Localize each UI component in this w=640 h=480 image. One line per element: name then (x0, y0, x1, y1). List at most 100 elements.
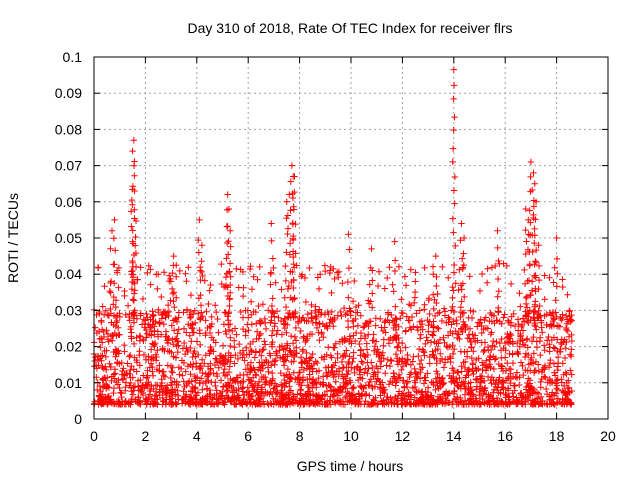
data-point (394, 355, 401, 362)
data-point (350, 332, 357, 339)
data-point (465, 380, 472, 387)
data-point (365, 297, 372, 304)
data-point (287, 178, 294, 185)
data-point (306, 355, 314, 362)
data-point (528, 287, 536, 294)
data-point (523, 238, 530, 245)
data-point (568, 311, 575, 319)
data-point (530, 169, 537, 177)
data-point (349, 385, 357, 392)
data-point (348, 340, 355, 347)
data-point (208, 394, 216, 401)
data-point (530, 314, 537, 321)
data-point (357, 347, 364, 354)
data-point (309, 365, 316, 372)
data-point (433, 282, 440, 290)
data-point (277, 388, 285, 396)
data-point (224, 251, 232, 258)
data-point (198, 356, 206, 363)
data-point (338, 358, 346, 366)
data-point (183, 306, 191, 314)
data-point (551, 372, 559, 379)
data-point (410, 353, 417, 360)
data-point (352, 303, 360, 311)
data-point (274, 327, 281, 334)
data-point (490, 365, 498, 373)
data-point (394, 361, 402, 368)
data-point (129, 374, 136, 381)
data-point (290, 369, 298, 377)
data-point (94, 386, 101, 394)
data-point (529, 401, 537, 408)
data-point (149, 308, 156, 315)
data-point (179, 345, 187, 352)
data-point (166, 396, 174, 403)
data-point (191, 307, 199, 314)
data-point (390, 334, 398, 341)
data-point (457, 304, 465, 311)
data-point (226, 295, 234, 302)
data-point (461, 391, 469, 398)
data-point (449, 215, 457, 222)
data-point (331, 275, 338, 283)
data-point (444, 344, 452, 351)
data-point (536, 302, 543, 310)
data-point (532, 323, 539, 330)
data-point (316, 271, 324, 278)
data-point (449, 294, 456, 302)
data-point (180, 388, 187, 395)
y-tick-label: 0.09 (55, 85, 82, 101)
data-point (532, 258, 539, 265)
data-point (490, 386, 498, 393)
data-point (190, 329, 198, 336)
data-point (442, 390, 449, 398)
data-point (434, 370, 441, 378)
data-point (134, 399, 141, 407)
data-point (224, 223, 231, 230)
data-point (136, 351, 143, 359)
data-point (279, 382, 286, 389)
data-point (127, 323, 135, 330)
data-point (239, 388, 246, 395)
data-point (407, 302, 415, 309)
data-point (343, 364, 350, 371)
data-point (410, 400, 417, 408)
data-point (112, 353, 119, 360)
data-point (226, 260, 234, 267)
data-point (505, 396, 512, 403)
x-tick-label: 0 (90, 428, 98, 444)
data-point (261, 315, 269, 323)
data-point (564, 385, 571, 392)
data-point (240, 377, 247, 385)
data-point (225, 326, 233, 334)
data-point (135, 394, 142, 401)
data-point (427, 339, 435, 346)
data-point (362, 397, 369, 405)
data-point (344, 278, 352, 286)
data-point (129, 259, 136, 266)
data-point (429, 332, 437, 339)
data-point (516, 343, 524, 350)
data-point (387, 377, 394, 385)
y-tick-label: 0.02 (55, 339, 82, 355)
data-point (284, 225, 292, 232)
data-point (130, 290, 138, 297)
data-point (175, 364, 183, 371)
data-point (365, 318, 373, 325)
data-point (523, 335, 531, 343)
data-point (404, 356, 412, 363)
data-point (224, 387, 232, 395)
data-point (530, 211, 537, 219)
data-point (402, 344, 409, 351)
data-point (386, 319, 393, 326)
data-point (382, 317, 389, 325)
data-point (389, 317, 396, 324)
data-point (357, 382, 364, 390)
data-point (320, 379, 327, 386)
data-point (300, 399, 307, 407)
data-point (157, 382, 165, 389)
data-point (103, 366, 110, 374)
data-point (165, 312, 172, 320)
data-point (121, 372, 128, 379)
data-point (434, 290, 441, 298)
